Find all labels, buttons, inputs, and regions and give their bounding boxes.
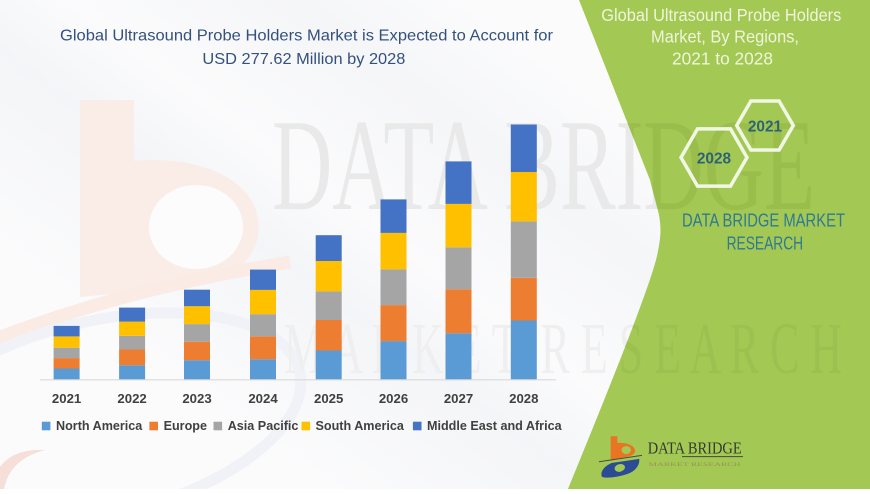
svg-text:Global Ultrasound Probe Holder: Global Ultrasound Probe Holders Market i…	[60, 28, 554, 45]
svg-text:2027: 2027	[444, 391, 473, 406]
svg-text:2028: 2028	[697, 150, 732, 167]
svg-text:South America: South America	[316, 419, 405, 433]
svg-text:Market, By Regions,: Market, By Regions,	[651, 27, 799, 47]
svg-text:2024: 2024	[248, 391, 278, 406]
svg-text:North America: North America	[56, 419, 143, 433]
svg-text:MARKET RESEARCH: MARKET RESEARCH	[649, 462, 741, 468]
svg-text:2021 to 2028: 2021 to 2028	[672, 48, 773, 68]
svg-text:Middle East and Africa: Middle East and Africa	[427, 419, 563, 433]
svg-text:DATA BRIDGE: DATA BRIDGE	[648, 438, 742, 457]
svg-text:2028: 2028	[509, 391, 538, 406]
svg-text:2021: 2021	[748, 118, 783, 135]
svg-text:2023: 2023	[182, 391, 211, 406]
svg-text:2026: 2026	[379, 391, 408, 406]
svg-text:Europe: Europe	[164, 419, 207, 433]
svg-text:2025: 2025	[314, 391, 343, 406]
svg-text:RESEARCH: RESEARCH	[727, 233, 804, 254]
svg-text:DATA BRIDGE MARKET: DATA BRIDGE MARKET	[682, 210, 845, 231]
svg-text:Global Ultrasound Probe Holder: Global Ultrasound Probe Holders	[601, 5, 841, 25]
svg-text:Asia Pacific: Asia Pacific	[228, 419, 299, 433]
svg-text:2021: 2021	[52, 391, 81, 406]
svg-text:2022: 2022	[117, 391, 146, 406]
svg-text:USD 277.62 Million by 2028: USD 277.62 Million by 2028	[202, 51, 405, 68]
